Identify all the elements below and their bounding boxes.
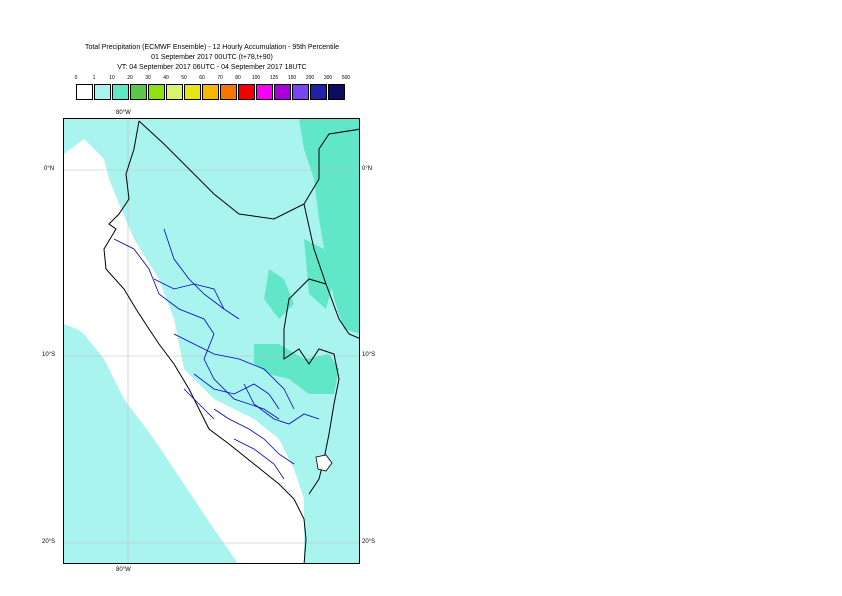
- legend-threshold-label: 40: [163, 75, 169, 81]
- legend-swatch: [238, 84, 255, 100]
- precip-area-moderate-south: [264, 269, 294, 319]
- lat-label-10s-right: 10°S: [362, 352, 376, 358]
- lat-label-20s-right: 20°S: [362, 539, 376, 545]
- legend-swatch: [130, 84, 147, 100]
- title-line-3: VT: 04 September 2017 06UTC - 04 Septemb…: [117, 64, 307, 71]
- legend-threshold-label: 300: [323, 75, 333, 81]
- lake-titicaca: [315, 454, 333, 472]
- legend-threshold-label: 100: [251, 75, 261, 81]
- legend-threshold-label: 0: [74, 75, 78, 81]
- precip-area-offshore: [64, 319, 238, 563]
- legend-threshold-label: 80: [235, 75, 241, 81]
- lat-label-eq-right: 0°N: [362, 166, 373, 172]
- legend-threshold-label: 60: [199, 75, 205, 81]
- title-line-1: Total Precipitation (ECMWF Ensemble) - 1…: [84, 44, 340, 51]
- lat-label-10s-left: 10°S: [42, 352, 56, 358]
- legend-threshold-label: 500: [341, 75, 351, 81]
- coastline: [103, 120, 359, 563]
- legend-swatch: [148, 84, 165, 100]
- precip-area-moderate-ne: [299, 119, 359, 334]
- legend-swatch: [292, 84, 309, 100]
- lon-label-bottom: 80°W: [116, 567, 131, 573]
- legend-threshold-label: 30: [145, 75, 151, 81]
- legend-swatch: [220, 84, 237, 100]
- map-panel: [63, 118, 360, 564]
- clear-area: [64, 179, 283, 563]
- legend-swatch: [166, 84, 183, 100]
- title-line-2: 01 September 2017 00UTC (t+78,t+90): [151, 54, 273, 61]
- legend-threshold-label: 150: [287, 75, 297, 81]
- clear-area-2: [64, 159, 109, 219]
- legend-swatch: [76, 84, 93, 100]
- lon-label-top: 80°W: [116, 110, 131, 116]
- legend-swatch: [310, 84, 327, 100]
- legend-threshold-label: 10: [109, 75, 115, 81]
- lat-label-20s-left: 20°S: [42, 539, 56, 545]
- precip-area-moderate-east: [304, 239, 334, 309]
- legend-swatch: [256, 84, 273, 100]
- regional-borders: [113, 228, 320, 480]
- map-canvas: [64, 119, 359, 563]
- legend-swatch: [274, 84, 291, 100]
- legend-threshold-label: 70: [217, 75, 223, 81]
- legend-swatch: [184, 84, 201, 100]
- legend-threshold-label: 20: [127, 75, 133, 81]
- legend-swatch: [328, 84, 345, 100]
- legend-swatch: [202, 84, 219, 100]
- lat-label-eq-left: 0°N: [44, 166, 55, 172]
- legend-threshold-label: 50: [181, 75, 187, 81]
- legend-threshold-label: 200: [305, 75, 315, 81]
- legend-swatch: [94, 84, 111, 100]
- legend-swatch: [112, 84, 129, 100]
- legend-threshold-label: 1: [92, 75, 96, 81]
- legend-threshold-label: 125: [269, 75, 279, 81]
- precip-area-moderate-center: [254, 344, 339, 394]
